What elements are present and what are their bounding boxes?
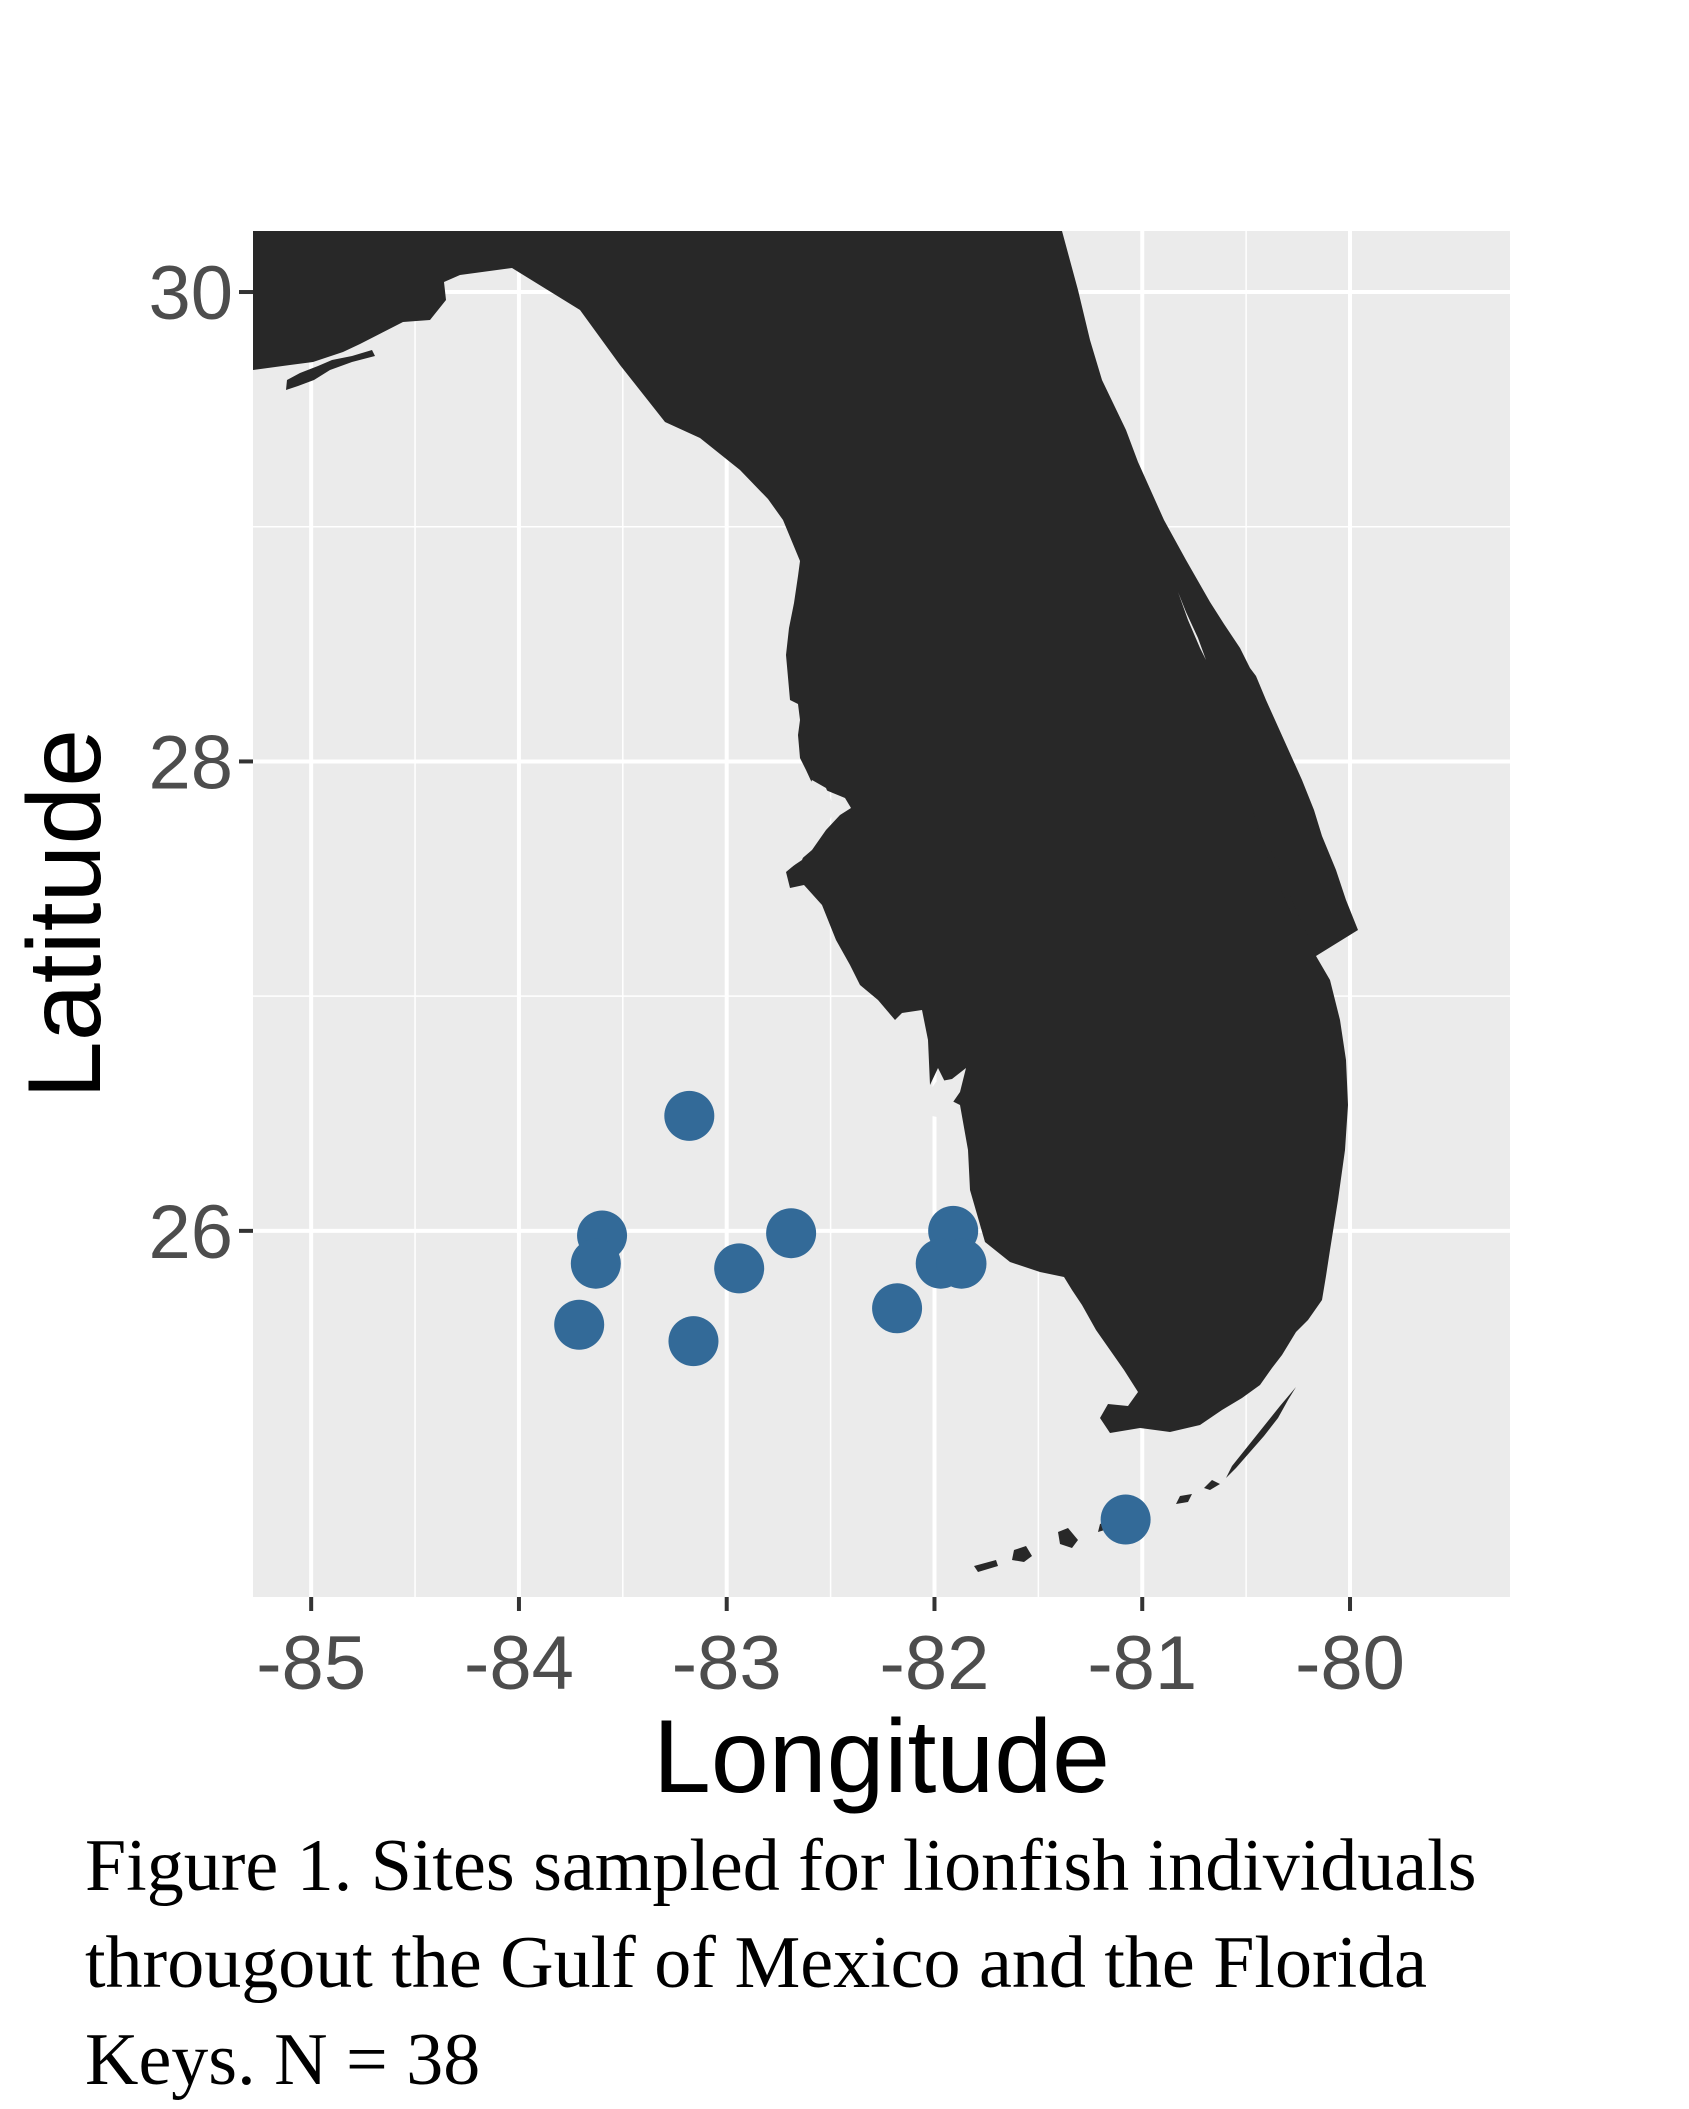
lagoon-cut [1178, 592, 1206, 660]
x-axis-tick-labels: -85 -84 -83 -82 -81 -80 [256, 1621, 1405, 1706]
sample-site-point [766, 1208, 817, 1259]
keys-2 [1204, 1480, 1220, 1490]
sample-site-point [668, 1316, 719, 1367]
keys-1 [1226, 1387, 1296, 1478]
keys-6 [1012, 1546, 1032, 1562]
y-tick-label: 30 [148, 251, 233, 336]
y-axis-tick-labels: 26 28 30 [148, 251, 233, 1275]
x-tick-label: -81 [1087, 1621, 1197, 1706]
florida-mainland [253, 231, 1358, 1433]
map-plot: -85 -84 -83 -82 -81 -80 26 28 30 Longitude Lati… [7, 231, 1510, 1815]
axis-ticks [239, 290, 1353, 1611]
x-axis-title: Longitude [653, 1699, 1110, 1815]
x-tick-label: -83 [672, 1621, 782, 1706]
sample-site-point [664, 1090, 715, 1141]
keys-5 [1058, 1528, 1078, 1548]
keys-3 [1176, 1494, 1192, 1504]
x-tick-label: -84 [464, 1621, 574, 1706]
y-tick-label: 26 [148, 1190, 233, 1275]
barrier-island-1 [1250, 800, 1316, 960]
keys-7 [974, 1560, 998, 1572]
cape-coral-inlet [916, 1068, 966, 1118]
tampa-bay-inlet [786, 780, 835, 868]
sample-site-point [936, 1238, 987, 1289]
sample-site-point [714, 1243, 765, 1294]
sample-site-point [570, 1238, 621, 1289]
x-tick-label: -85 [256, 1621, 366, 1706]
y-tick-label: 28 [148, 720, 233, 805]
florida-landmass [253, 231, 1358, 1572]
sample-site-map: -85 -84 -83 -82 -81 -80 26 28 30 Longitude Lati… [7, 231, 1510, 1815]
sample-site-point [554, 1299, 605, 1350]
sample-site-point [872, 1283, 923, 1334]
x-tick-label: -80 [1295, 1621, 1405, 1706]
sample-sites [554, 1090, 1151, 1545]
x-tick-label: -82 [880, 1621, 990, 1706]
island-west-1 [286, 350, 375, 390]
sample-site-point [1100, 1494, 1151, 1545]
figure-caption: Figure 1. Sites sampled for lionfish ind… [85, 1825, 1477, 2101]
y-axis-title: Latitude [7, 729, 123, 1099]
